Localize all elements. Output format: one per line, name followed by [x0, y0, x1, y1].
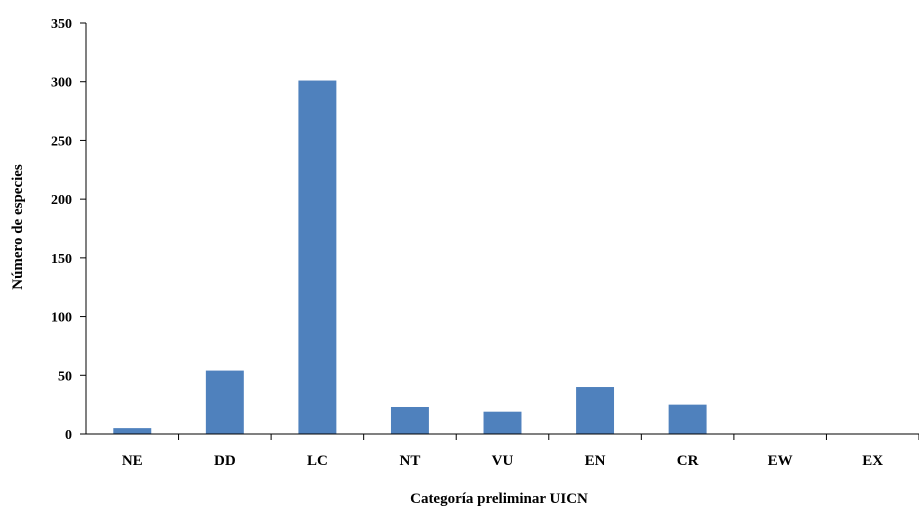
y-axis-ticks: 0 50 100 150 200 250 300 350	[51, 17, 86, 443]
x-axis-title: Categoría preliminar UICN	[410, 491, 588, 507]
y-tick-label: 300	[51, 76, 72, 91]
bar-dd	[205, 370, 244, 434]
bars	[113, 80, 707, 434]
x-tick-label: CR	[677, 453, 699, 469]
bar-vu	[483, 411, 522, 434]
y-tick-label: 0	[65, 428, 72, 443]
x-tick-label: EW	[768, 453, 793, 469]
x-tick-label: NT	[400, 453, 421, 469]
x-tick-label: LC	[307, 453, 328, 469]
bar-ne	[113, 428, 152, 434]
x-tick-label: NE	[122, 453, 143, 469]
x-tick-label: EX	[862, 453, 883, 469]
y-axis-title: Número de especies	[10, 164, 26, 290]
y-tick-label: 50	[58, 369, 72, 384]
y-tick-label: 250	[51, 134, 72, 149]
bar-en	[576, 387, 615, 434]
y-tick-label: 200	[51, 193, 72, 208]
y-tick-label: 150	[51, 252, 72, 267]
y-tick-label: 350	[51, 17, 72, 32]
x-tick-label: VU	[492, 453, 514, 469]
bar-lc	[298, 80, 337, 434]
x-tick-label: EN	[585, 453, 606, 469]
bar-nt	[390, 406, 429, 434]
x-tick-label: DD	[214, 453, 236, 469]
y-tick-label: 100	[51, 311, 72, 326]
bar-cr	[668, 404, 707, 434]
x-axis-ticks: NE DD LC NT VU EN CR EW EX	[122, 434, 919, 469]
